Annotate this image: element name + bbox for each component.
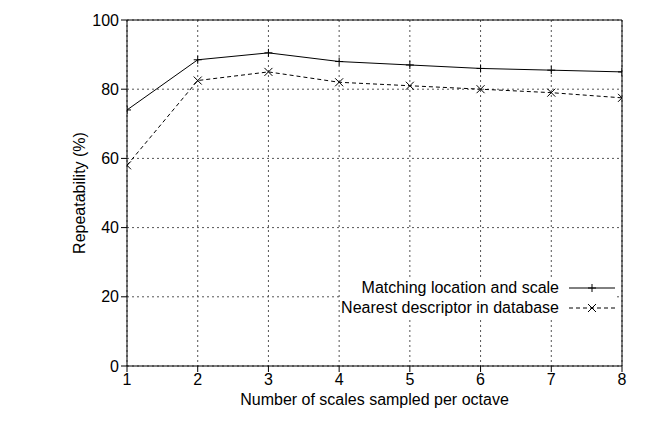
svg-text:20: 20 — [101, 288, 119, 305]
svg-text:3: 3 — [264, 371, 273, 388]
svg-text:0: 0 — [110, 358, 119, 375]
html-text:Matching location and scale: Matching location and scale — [361, 279, 559, 296]
svg-text:5: 5 — [405, 371, 414, 388]
svg-text:7: 7 — [547, 371, 556, 388]
svg-text:80: 80 — [101, 81, 119, 98]
svg-text:Repeatability (%): Repeatability (%) — [71, 132, 88, 254]
svg-text:2: 2 — [193, 371, 202, 388]
svg-text:4: 4 — [335, 371, 344, 388]
svg-text:100: 100 — [92, 12, 119, 29]
svg-text:40: 40 — [101, 219, 119, 236]
html-text:Nearest descriptor in database: Nearest descriptor in database — [341, 299, 559, 316]
svg-text:Number of scales sampled per o: Number of scales sampled per octave — [240, 391, 509, 408]
svg-text:1: 1 — [123, 371, 132, 388]
svg-text:6: 6 — [476, 371, 485, 388]
svg-text:8: 8 — [618, 371, 627, 388]
svg-text:60: 60 — [101, 150, 119, 167]
